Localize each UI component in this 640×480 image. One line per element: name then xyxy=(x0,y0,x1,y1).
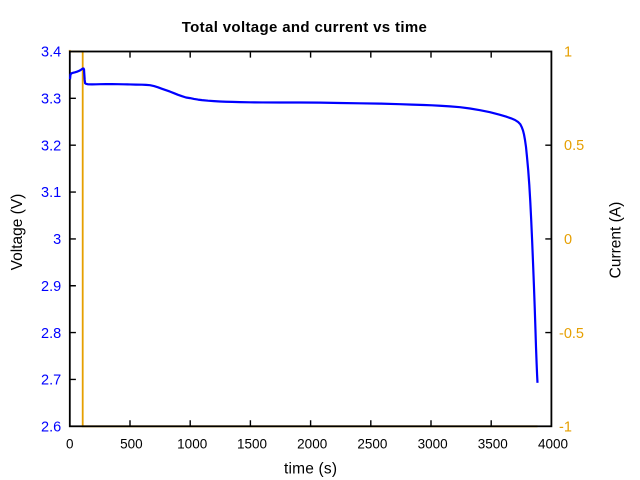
svg-text:3500: 3500 xyxy=(478,436,508,451)
svg-text:2.9: 2.9 xyxy=(41,279,61,295)
svg-text:0.5: 0.5 xyxy=(564,138,584,154)
svg-text:3.1: 3.1 xyxy=(41,185,61,201)
svg-text:4000: 4000 xyxy=(538,436,568,451)
svg-text:-0.5: -0.5 xyxy=(559,326,584,342)
svg-text:3.4: 3.4 xyxy=(41,45,61,61)
svg-text:500: 500 xyxy=(120,436,143,451)
svg-text:2.8: 2.8 xyxy=(41,326,61,342)
svg-text:1000: 1000 xyxy=(177,436,207,451)
svg-text:1: 1 xyxy=(564,44,572,60)
svg-text:2.6: 2.6 xyxy=(41,420,61,436)
svg-text:-1: -1 xyxy=(559,420,572,436)
svg-text:Voltage (V): Voltage (V) xyxy=(9,194,26,271)
svg-text:Total voltage and current vs t: Total voltage and current vs time xyxy=(182,19,428,36)
svg-text:0: 0 xyxy=(66,436,74,451)
svg-text:2.7: 2.7 xyxy=(41,373,61,389)
svg-text:3.3: 3.3 xyxy=(41,91,61,107)
svg-text:Current (A): Current (A) xyxy=(608,202,625,279)
svg-text:time (s): time (s) xyxy=(284,461,337,478)
svg-text:2000: 2000 xyxy=(297,436,327,451)
svg-text:3000: 3000 xyxy=(418,436,448,451)
svg-text:3.2: 3.2 xyxy=(41,138,61,154)
svg-text:0: 0 xyxy=(564,232,572,248)
svg-text:1500: 1500 xyxy=(237,436,267,451)
svg-text:2500: 2500 xyxy=(357,436,387,451)
svg-text:3: 3 xyxy=(53,232,61,248)
